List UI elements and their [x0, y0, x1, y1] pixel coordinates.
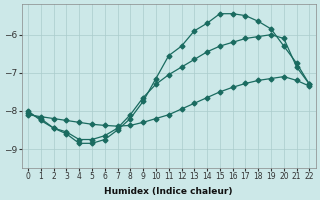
X-axis label: Humidex (Indice chaleur): Humidex (Indice chaleur)	[104, 187, 233, 196]
